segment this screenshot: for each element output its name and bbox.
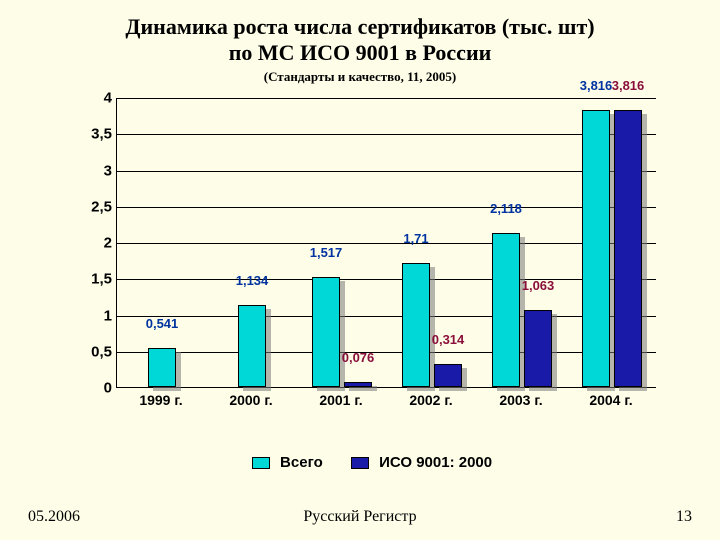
gridline [117,243,656,244]
gridline [117,352,656,353]
bar-value-label: 0,076 [342,350,375,365]
y-axis-label: 2 [72,235,112,252]
y-axis-label: 4 [72,90,112,107]
bar-value-label: 1,063 [522,278,555,293]
footer-page: 13 [676,508,692,526]
legend-swatch-total [252,457,270,469]
x-axis-label: 2003 г. [476,392,566,408]
bar-value-label: 1,71 [403,231,428,246]
y-axis-label: 0,5 [72,343,112,360]
x-axis-label: 1999 г. [116,392,206,408]
title-line-2: по МС ИСО 9001 в России [229,40,492,65]
bar [434,364,462,387]
bar-value-label: 0,314 [432,332,465,347]
bar [148,348,176,387]
gridline [117,98,656,99]
gridline [117,316,656,317]
title-line-1: Динамика роста числа сертификатов (тыс. … [125,14,594,39]
chart-title: Динамика роста числа сертификатов (тыс. … [0,0,720,67]
bar [402,263,430,387]
bar-value-label: 0,541 [146,316,179,331]
bar [614,110,642,387]
x-axis-label: 2004 г. [566,392,656,408]
bar [582,110,610,387]
bar [238,305,266,387]
bar-value-label: 3,816 [580,78,613,93]
bar [312,277,340,387]
x-axis-label: 2000 г. [206,392,296,408]
bar [492,233,520,387]
bar-value-label: 3,816 [612,78,645,93]
footer-org: Русский Регистр [0,508,720,526]
legend-label-iso: ИСО 9001: 2000 [379,454,492,471]
y-axis-label: 1 [72,307,112,324]
legend-swatch-iso [351,457,369,469]
y-axis-label: 0 [72,380,112,397]
plot-region: 0,5411,1341,5170,0761,710,3142,1181,0633… [116,98,656,388]
y-axis-label: 3 [72,162,112,179]
gridline [117,207,656,208]
bar [524,310,552,387]
x-axis-label: 2001 г. [296,392,386,408]
bar [344,382,372,388]
y-axis-label: 2,5 [72,198,112,215]
bar-value-label: 1,517 [310,245,343,260]
y-axis-label: 3,5 [72,126,112,143]
gridline [117,171,656,172]
x-axis-label: 2002 г. [386,392,476,408]
legend: Всего ИСО 9001: 2000 [0,454,720,471]
chart-area: 0,5411,1341,5170,0761,710,3142,1181,0633… [80,92,660,432]
legend-label-total: Всего [280,454,323,471]
gridline [117,134,656,135]
gridline [117,279,656,280]
bar-value-label: 2,118 [490,201,522,216]
bar-value-label: 1,134 [236,273,269,288]
y-axis-label: 1,5 [72,271,112,288]
